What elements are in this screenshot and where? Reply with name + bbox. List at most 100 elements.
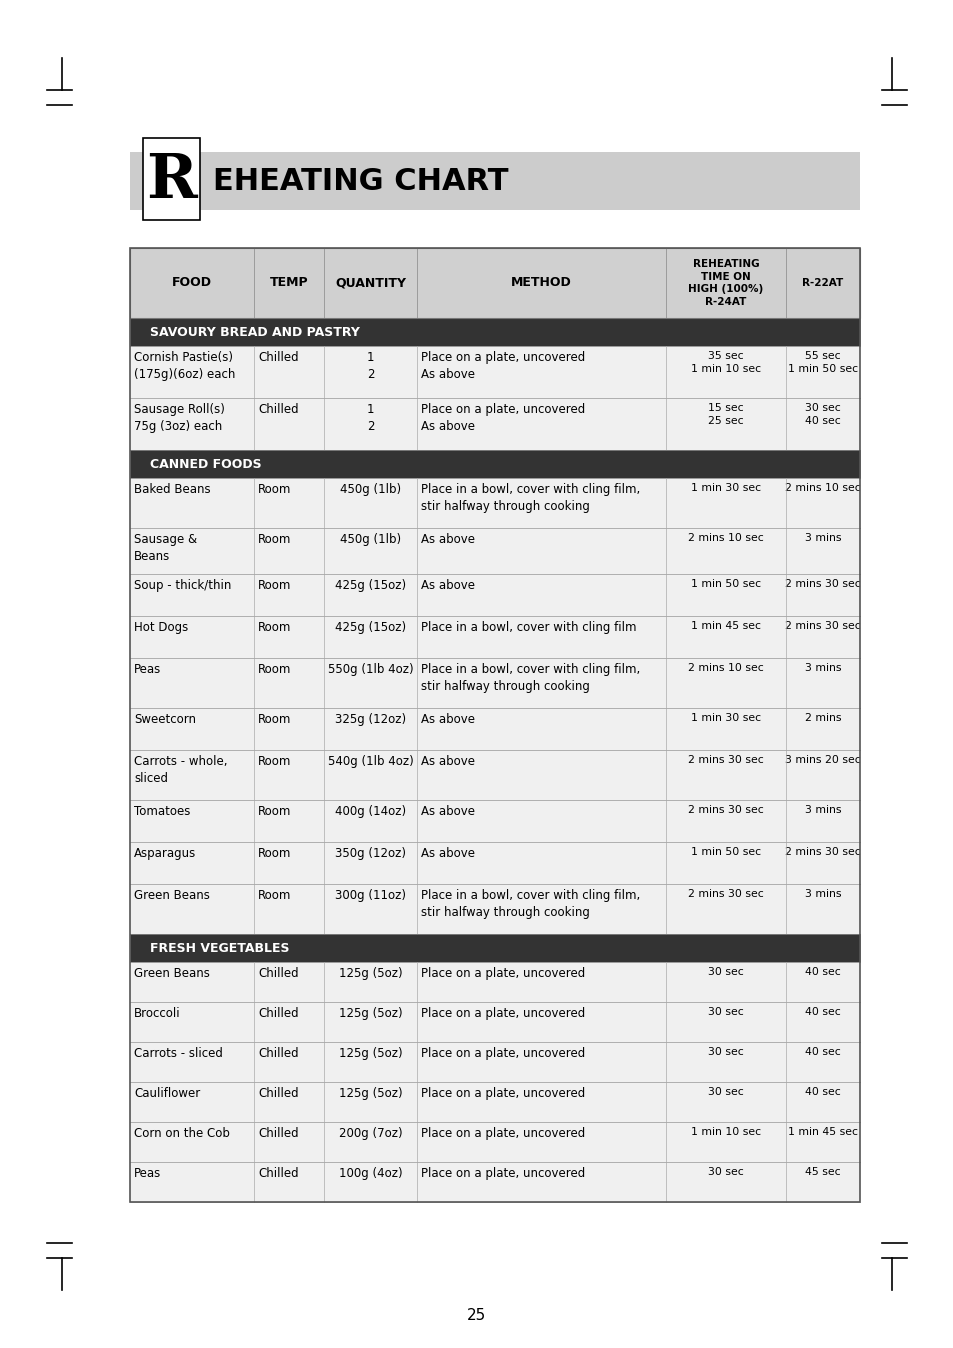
- Text: Asparagus: Asparagus: [133, 847, 196, 860]
- Text: Cauliflower: Cauliflower: [133, 1086, 200, 1100]
- Text: Chilled: Chilled: [258, 967, 298, 980]
- Text: 125g (5oz): 125g (5oz): [338, 1086, 402, 1100]
- Text: 25: 25: [467, 1308, 486, 1322]
- Text: 2 mins 10 sec: 2 mins 10 sec: [784, 483, 861, 493]
- Bar: [130, 962, 859, 1002]
- Text: 1 min 30 sec: 1 min 30 sec: [690, 713, 760, 723]
- Text: Place in a bowl, cover with cling film,
stir halfway through cooking: Place in a bowl, cover with cling film, …: [421, 888, 639, 919]
- Text: Peas: Peas: [133, 1167, 161, 1180]
- Text: Room: Room: [258, 532, 292, 546]
- Text: Place on a plate, uncovered: Place on a plate, uncovered: [421, 1086, 585, 1100]
- Text: 125g (5oz): 125g (5oz): [338, 1007, 402, 1020]
- Text: 400g (14oz): 400g (14oz): [335, 805, 406, 818]
- Text: 325g (12oz): 325g (12oz): [335, 713, 406, 727]
- Text: 1 min 30 sec: 1 min 30 sec: [690, 483, 760, 493]
- Text: Chilled: Chilled: [258, 1086, 298, 1100]
- Text: Place on a plate, uncovered: Place on a plate, uncovered: [421, 1127, 585, 1140]
- Text: 1
2: 1 2: [367, 403, 375, 433]
- Text: Room: Room: [258, 483, 292, 496]
- Text: Chilled: Chilled: [258, 403, 298, 417]
- Text: Green Beans: Green Beans: [133, 888, 210, 902]
- Text: Room: Room: [258, 580, 292, 592]
- Bar: [143, 137, 200, 220]
- Text: Sausage &
Beans: Sausage & Beans: [133, 532, 197, 563]
- Bar: [130, 398, 859, 450]
- Text: 425g (15oz): 425g (15oz): [335, 621, 406, 634]
- Bar: [130, 934, 859, 962]
- Text: 450g (1lb): 450g (1lb): [340, 532, 401, 546]
- Text: 200g (7oz): 200g (7oz): [338, 1127, 402, 1140]
- Text: Carrots - whole,
sliced: Carrots - whole, sliced: [133, 755, 227, 785]
- Text: 3 mins: 3 mins: [804, 532, 841, 543]
- Text: Room: Room: [258, 755, 292, 768]
- Text: 40 sec: 40 sec: [804, 967, 841, 977]
- Text: 1 min 50 sec: 1 min 50 sec: [690, 847, 760, 857]
- Bar: [130, 749, 859, 799]
- Text: 30 sec: 30 sec: [707, 1007, 743, 1016]
- Bar: [130, 884, 859, 934]
- Bar: [130, 248, 859, 318]
- Text: Room: Room: [258, 621, 292, 634]
- Text: 425g (15oz): 425g (15oz): [335, 580, 406, 592]
- Text: 35 sec
1 min 10 sec: 35 sec 1 min 10 sec: [690, 350, 760, 375]
- Bar: [130, 450, 859, 479]
- Text: Tomatoes: Tomatoes: [133, 805, 191, 818]
- Bar: [130, 1042, 859, 1082]
- Text: 2 mins 30 sec: 2 mins 30 sec: [784, 621, 861, 631]
- Bar: [130, 479, 859, 528]
- Text: Chilled: Chilled: [258, 1007, 298, 1020]
- Text: 2 mins 30 sec: 2 mins 30 sec: [687, 805, 763, 816]
- Text: 3 mins 20 sec: 3 mins 20 sec: [784, 755, 861, 766]
- Text: Room: Room: [258, 663, 292, 675]
- Text: 450g (1lb): 450g (1lb): [340, 483, 401, 496]
- Text: Place on a plate, uncovered: Place on a plate, uncovered: [421, 1007, 585, 1020]
- Text: Room: Room: [258, 805, 292, 818]
- Text: As above: As above: [421, 755, 475, 768]
- Text: Carrots - sliced: Carrots - sliced: [133, 1047, 223, 1060]
- Text: Place in a bowl, cover with cling film: Place in a bowl, cover with cling film: [421, 621, 637, 634]
- Text: Cornish Pastie(s)
(175g)(6oz) each: Cornish Pastie(s) (175g)(6oz) each: [133, 350, 235, 381]
- Bar: [130, 318, 859, 346]
- Text: 55 sec
1 min 50 sec: 55 sec 1 min 50 sec: [787, 350, 858, 375]
- Text: 30 sec: 30 sec: [707, 967, 743, 977]
- Text: Chilled: Chilled: [258, 350, 298, 364]
- Bar: [130, 1002, 859, 1042]
- Text: 3 mins: 3 mins: [804, 663, 841, 673]
- Text: Sausage Roll(s)
75g (3oz) each: Sausage Roll(s) 75g (3oz) each: [133, 403, 225, 433]
- Text: SAVOURY BREAD AND PASTRY: SAVOURY BREAD AND PASTRY: [150, 325, 359, 338]
- Bar: [130, 450, 859, 479]
- Text: Place on a plate, uncovered
As above: Place on a plate, uncovered As above: [421, 403, 585, 433]
- Bar: [130, 842, 859, 884]
- Text: Place on a plate, uncovered: Place on a plate, uncovered: [421, 967, 585, 980]
- Text: 3 mins: 3 mins: [804, 888, 841, 899]
- Text: 100g (4oz): 100g (4oz): [338, 1167, 402, 1180]
- Bar: [130, 1122, 859, 1162]
- Text: 30 sec: 30 sec: [707, 1086, 743, 1097]
- Text: 1 min 45 sec: 1 min 45 sec: [690, 621, 760, 631]
- Bar: [130, 658, 859, 708]
- Text: 40 sec: 40 sec: [804, 1086, 841, 1097]
- Text: Corn on the Cob: Corn on the Cob: [133, 1127, 230, 1140]
- Text: Green Beans: Green Beans: [133, 967, 210, 980]
- Text: 2 mins 30 sec: 2 mins 30 sec: [687, 888, 763, 899]
- Text: 2 mins 30 sec: 2 mins 30 sec: [784, 847, 861, 857]
- Text: Place on a plate, uncovered
As above: Place on a plate, uncovered As above: [421, 350, 585, 381]
- Text: As above: As above: [421, 532, 475, 546]
- Text: 125g (5oz): 125g (5oz): [338, 1047, 402, 1060]
- Text: 40 sec: 40 sec: [804, 1007, 841, 1016]
- Text: 2 mins 30 sec: 2 mins 30 sec: [784, 580, 861, 589]
- Text: Room: Room: [258, 713, 292, 727]
- Text: Chilled: Chilled: [258, 1167, 298, 1180]
- Bar: [130, 616, 859, 658]
- Text: As above: As above: [421, 580, 475, 592]
- Text: 40 sec: 40 sec: [804, 1047, 841, 1057]
- Text: Place in a bowl, cover with cling film,
stir halfway through cooking: Place in a bowl, cover with cling film, …: [421, 663, 639, 693]
- Text: 1 min 10 sec: 1 min 10 sec: [690, 1127, 760, 1136]
- Text: QUANTITY: QUANTITY: [335, 276, 406, 290]
- Text: REHEATING
TIME ON
HIGH (100%)
R-24AT: REHEATING TIME ON HIGH (100%) R-24AT: [688, 259, 762, 306]
- Bar: [130, 934, 859, 962]
- Text: Chilled: Chilled: [258, 1127, 298, 1140]
- Text: Sweetcorn: Sweetcorn: [133, 713, 195, 727]
- Text: 2 mins: 2 mins: [804, 713, 841, 723]
- Text: METHOD: METHOD: [511, 276, 572, 290]
